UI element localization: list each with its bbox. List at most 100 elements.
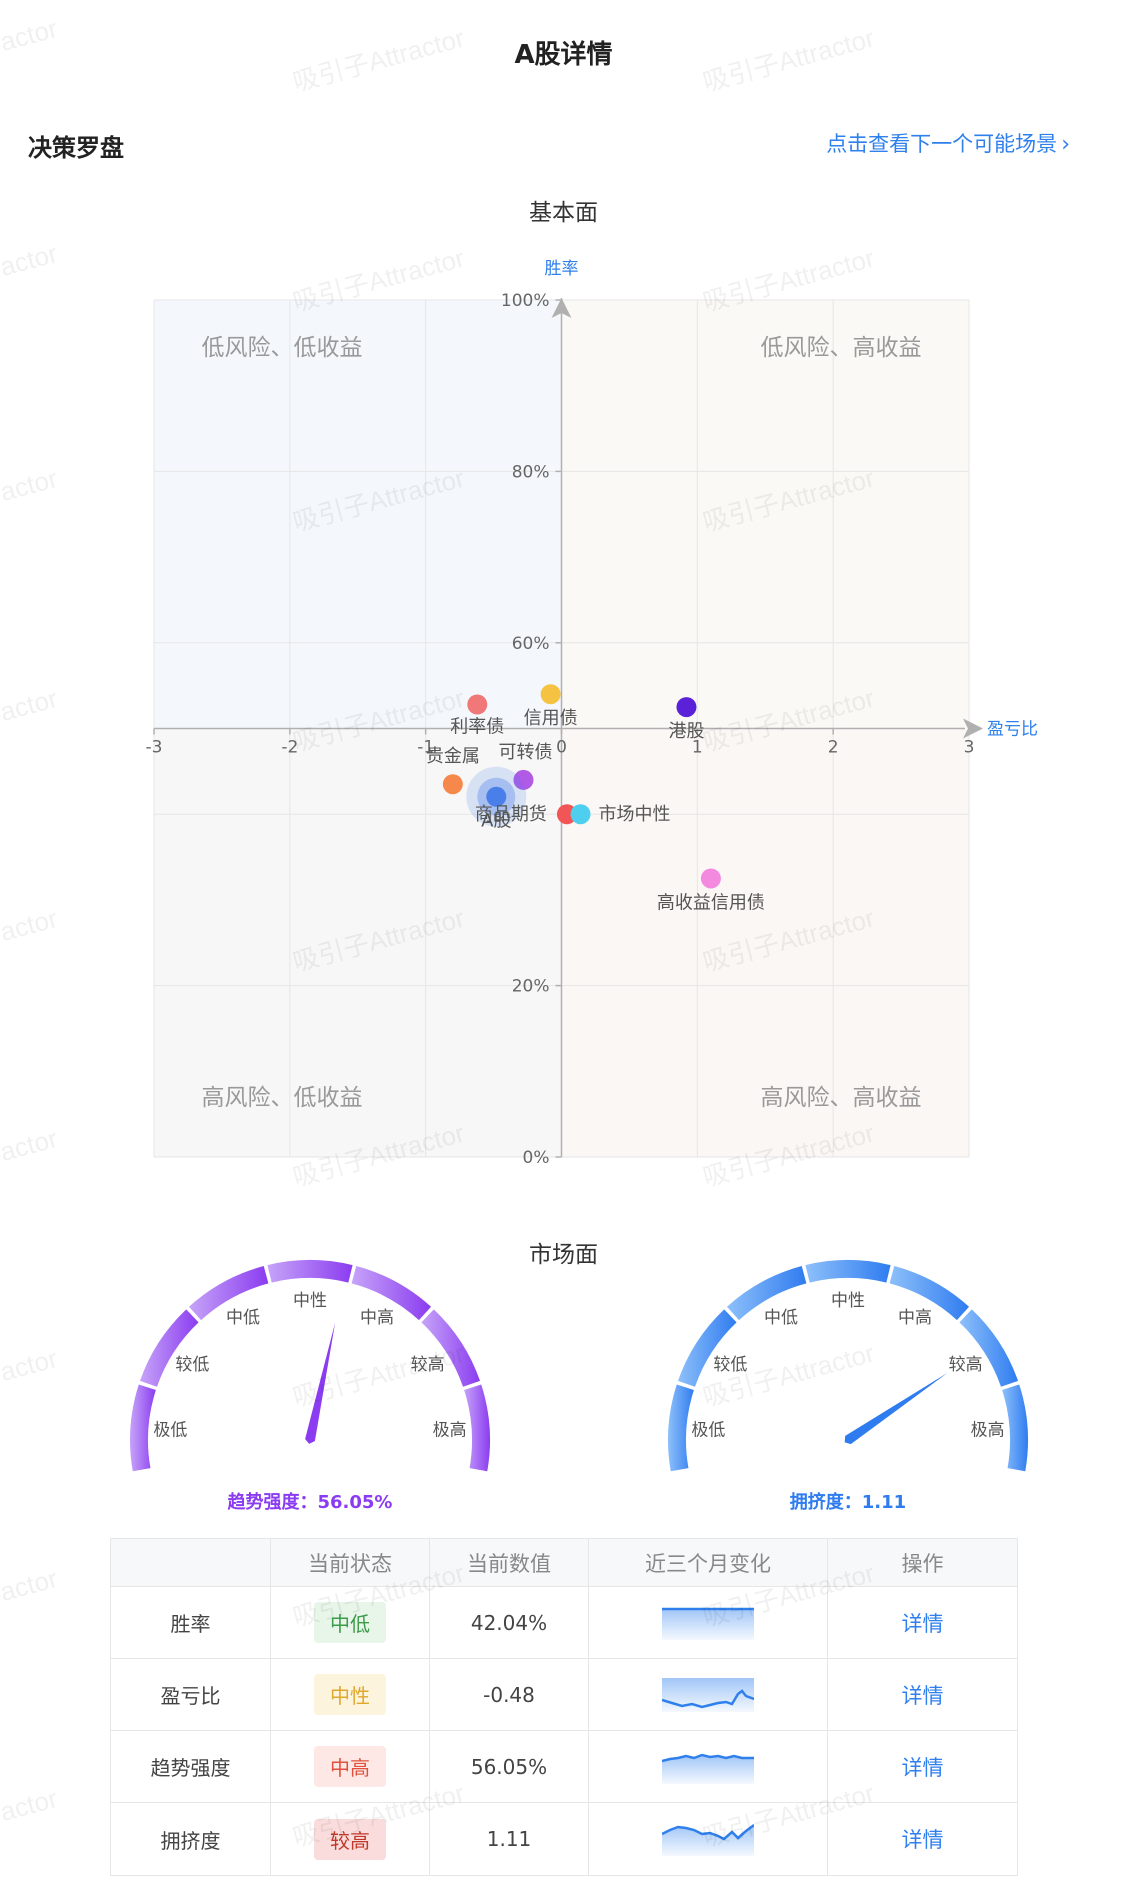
quadrant-bg (561, 728, 969, 1157)
section-title: 决策罗盘 (28, 134, 124, 162)
data-point-label: 利率债 (450, 717, 504, 738)
data-point (486, 786, 507, 807)
quadrant-label: 高风险、高收益 (761, 1085, 922, 1111)
quadrant-label: 低风险、高收益 (761, 335, 922, 361)
y-axis-title: 胜率 (545, 259, 579, 279)
indicator-value: 56.05% (430, 1731, 589, 1802)
trend-strength-gauge: 极低 较低 中低 中性 中高 较高 极高 趋势强度：56.05% (120, 1250, 500, 1520)
x-axis-title: 盈亏比 (987, 720, 1038, 740)
next-scenario-label: 点击查看下一个可能场景 (826, 132, 1058, 156)
x-axis-arrow-icon (963, 718, 983, 739)
data-point-label: 港股 (668, 721, 704, 742)
gauge-tick-label: 极低 (691, 1421, 725, 1441)
table-header-cell: 操作 (901, 1551, 944, 1576)
y-tick-label: 0% (523, 1148, 550, 1168)
data-point-label: 信用债 (524, 708, 578, 729)
crowding-gauge: 极低 较低 中低 中性 中高 较高 极高 拥挤度：1.11 (658, 1250, 1038, 1520)
table-header-cell (111, 1539, 271, 1586)
indicator-table: 当前状态 当前数值 近三个月变化 操作 胜率 中低 42.04% 详情 盈亏比 … (110, 1538, 1018, 1876)
data-point (570, 804, 591, 825)
x-tick-label: -3 (146, 738, 163, 758)
detail-link[interactable]: 详情 (901, 1755, 944, 1780)
y-tick-label: 80% (512, 462, 550, 482)
y-tick-label: 60% (512, 634, 550, 654)
status-badge: 中性 (314, 1674, 386, 1715)
data-point-label: A股 (481, 811, 511, 832)
data-point (442, 774, 463, 795)
trend-strength-label: 趋势强度：56.05% (227, 1492, 393, 1513)
indicator-name: 盈亏比 (111, 1659, 271, 1730)
status-badge: 中低 (314, 1602, 386, 1643)
sparkline-chart (662, 1607, 754, 1640)
gauge-tick-label: 较低 (713, 1355, 747, 1375)
gauge-segment (351, 1266, 432, 1321)
detail-link[interactable]: 详情 (901, 1611, 944, 1636)
gauge-tick-label: 极高 (971, 1421, 1005, 1441)
x-tick-label: 0 (556, 738, 567, 758)
data-point-label: 商品期货 (475, 804, 547, 825)
table-row: 拥挤度 较高 1.11 详情 (111, 1803, 1017, 1875)
data-point-label: 贵金属 (426, 746, 480, 767)
x-tick-label: -1 (417, 738, 434, 758)
y-tick-label: 100% (501, 291, 550, 311)
fundamental-scatter-chart: 低风险、低收益 低风险、高收益高风险、低收益 高风险、高收益 -3 -2 -1 0 1 2 3 10… (0, 240, 1127, 1180)
indicator-value: 42.04% (430, 1587, 589, 1658)
gauge-segment (668, 1384, 694, 1472)
data-point-label: 高收益信用债 (657, 892, 765, 913)
table-header: 当前状态 当前数值 近三个月变化 操作 (111, 1539, 1017, 1587)
gauge-needle (305, 1322, 336, 1444)
sparkline-chart (662, 1677, 754, 1712)
market-subtitle: 市场面 (529, 1242, 598, 1268)
status-badge: 中高 (314, 1746, 386, 1787)
fundamental-subtitle: 基本面 (529, 200, 598, 226)
gauge-segment (805, 1260, 891, 1283)
sparkline-chart (662, 1824, 754, 1856)
sparkline-chart (662, 1753, 754, 1784)
gauge-segment (267, 1260, 353, 1283)
gauge-segment (726, 1266, 807, 1321)
gauge-segment (464, 1384, 491, 1472)
gauge-segment (959, 1309, 1019, 1387)
table-row: 胜率 中低 42.04% 详情 (111, 1587, 1017, 1659)
gauge-tick-label: 中高 (360, 1308, 394, 1328)
quadrant-bg (154, 300, 562, 729)
gauge-tick-label: 较高 (411, 1355, 445, 1375)
detail-link[interactable]: 详情 (901, 1683, 944, 1708)
y-tick-label: 20% (512, 977, 550, 997)
gauge-segment (1002, 1384, 1028, 1472)
data-point (513, 769, 534, 790)
gauge-tick-label: 极低 (153, 1421, 187, 1441)
quadrant-bg (561, 300, 969, 729)
table-header-cell: 当前数值 (430, 1539, 589, 1586)
x-tick-label: 3 (964, 738, 975, 758)
next-scenario-link[interactable]: 点击查看下一个可能场景 › (826, 128, 1070, 158)
quadrant-label: 高风险、低收益 (202, 1085, 363, 1111)
data-point-label: 可转债 (498, 742, 552, 763)
gauge-tick-label: 中低 (226, 1308, 260, 1328)
gauge-segment (421, 1309, 481, 1387)
indicator-name: 趋势强度 (111, 1731, 271, 1802)
gauge-tick-label: 中高 (898, 1308, 932, 1328)
gauge-needle (844, 1372, 948, 1445)
gauge-tick-label: 较高 (949, 1355, 983, 1375)
table-row: 盈亏比 中性 -0.48 详情 (111, 1659, 1017, 1731)
detail-link[interactable]: 详情 (901, 1828, 944, 1852)
indicator-value: -0.48 (430, 1659, 589, 1730)
gauge-segment (677, 1309, 737, 1387)
gauge-segment (188, 1266, 269, 1321)
page-title: A股详情 (514, 40, 613, 70)
data-point (700, 868, 721, 889)
x-tick-label: -2 (281, 738, 298, 758)
x-tick-label: 2 (828, 738, 839, 758)
gauge-segment (139, 1309, 199, 1387)
y-axis-arrow-icon (551, 298, 572, 318)
indicator-value: 1.11 (430, 1803, 589, 1875)
gauge-tick-label: 中性 (831, 1291, 865, 1311)
data-point (540, 684, 561, 705)
table-header-cell: 近三个月变化 (589, 1539, 828, 1586)
gauge-segment (889, 1266, 970, 1321)
table-header-cell: 当前状态 (271, 1539, 430, 1586)
x-tick-label: 1 (692, 738, 703, 758)
quadrant-label: 低风险、低收益 (202, 335, 363, 361)
data-point-label: 市场中性 (599, 804, 671, 825)
